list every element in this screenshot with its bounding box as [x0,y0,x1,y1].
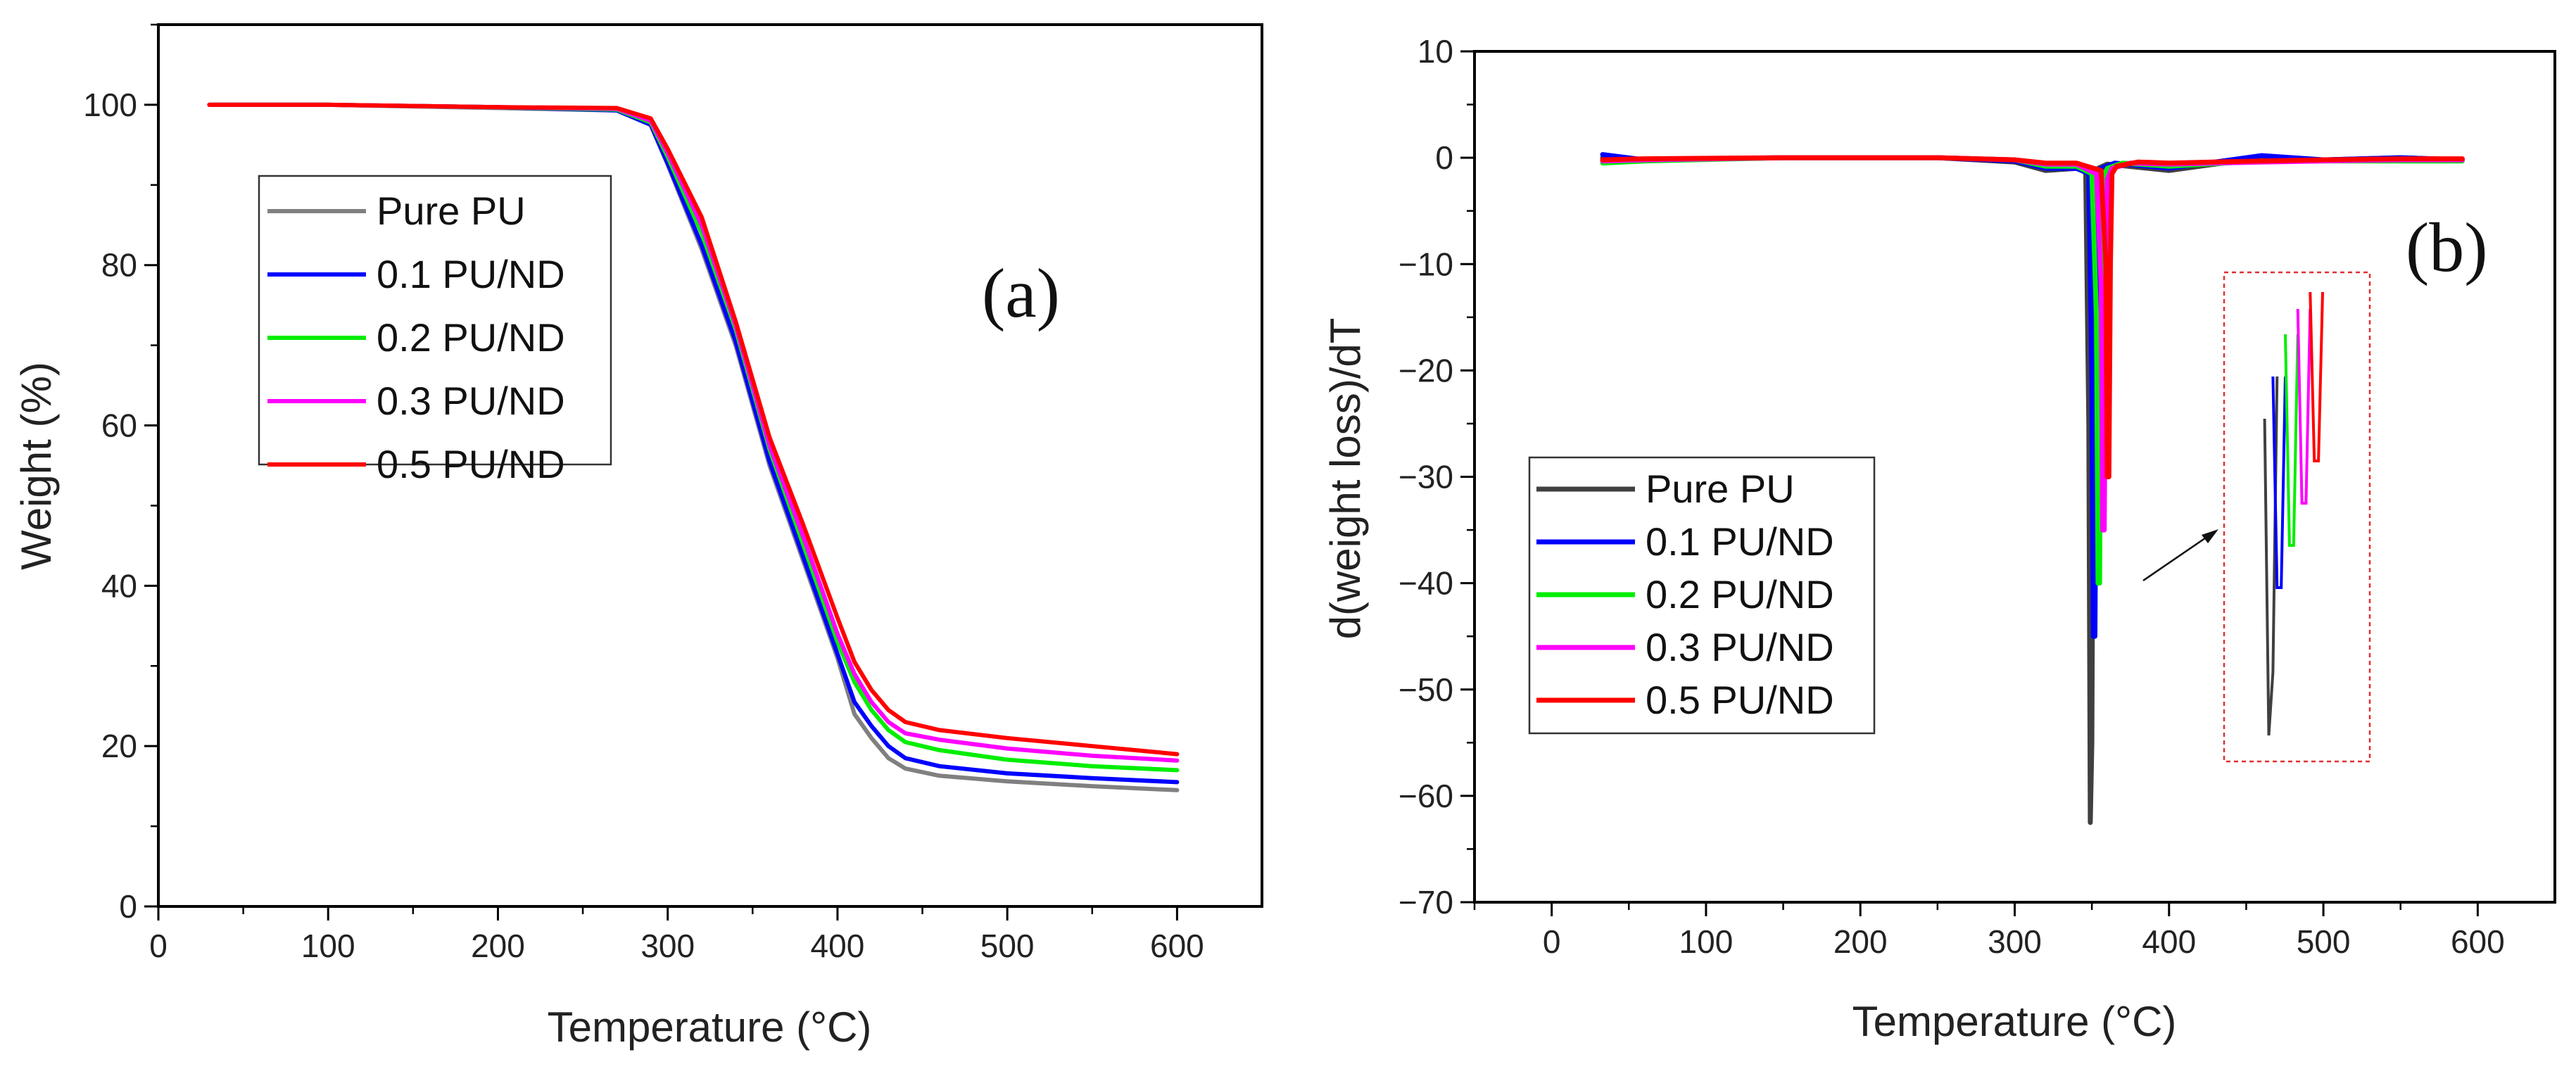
inset-line-4 [2309,291,2324,462]
y-tick-label-b--20: −20 [1399,352,1453,388]
series-line-a-4 [207,102,1180,757]
series-line-b-4 [1600,155,2465,479]
inset-line-2 [2284,334,2299,547]
chart-panel-a: 0 100 200 300 400 500 600 0 20 40 60 80 100 Temperat… [13,23,1263,1051]
y-tick-label-b--70: −70 [1399,884,1453,921]
x-tick-label-b-0: 0 [1543,923,1561,960]
x-axis-label-a: Temperature (°C) [548,1004,872,1051]
x-axis-label-b: Temperature (°C) [1852,998,2177,1045]
y-tick-label-b-10: 10 [1418,33,1453,70]
series-lines-a [207,102,1180,792]
y-tick-label-b--10: −10 [1399,246,1453,282]
legend-label-b-1: 0.1 PU/ND [1646,519,1834,564]
series-lines-b [1600,152,2465,826]
y-tick-label-a-80: 80 [101,247,137,284]
x-tick-label-b-200: 200 [1833,923,1888,960]
legend-entries-b: Pure PU 0.1 PU/ND 0.2 PU/ND 0.3 PU/ND 0.5 PU… [1536,467,1834,722]
legend-label-b-2: 0.2 PU/ND [1646,572,1834,616]
x-tick-label-b-100: 100 [1679,923,1734,960]
legend-label-a-4: 0.5 PU/ND [377,442,565,486]
legend-label-b-0: Pure PU [1646,467,1795,511]
inset-line-3 [2296,308,2312,505]
legend-b: Pure PU 0.1 PU/ND 0.2 PU/ND 0.3 PU/ND 0.5 PU… [1528,456,1876,735]
axes-a: 0 100 200 300 400 500 600 0 20 40 60 80 100 [83,23,1204,964]
x-tick-label-a-300: 300 [640,928,695,964]
legend-label-a-1: 0.1 PU/ND [377,252,565,296]
axes-b: 0 100 200 300 400 500 600−70−60−50−40−30−20−10… [1399,33,2505,960]
x-tick-label-b-500: 500 [2297,923,2351,960]
legend-frame-a [258,175,612,466]
x-tick-label-a-0: 0 [149,928,168,964]
legend-entries-a: Pure PU 0.1 PU/ND 0.2 PU/ND 0.3 PU/ND 0.5 PU… [267,189,565,486]
inset-line-1 [2271,376,2287,589]
legend-a: Pure PU 0.1 PU/ND 0.2 PU/ND 0.3 PU/ND 0.5 PU… [258,175,612,486]
y-tick-label-a-100: 100 [83,87,137,123]
x-tick-label-a-600: 600 [1150,928,1204,964]
x-tick-label-b-600: 600 [2451,923,2505,960]
legend-label-a-2: 0.2 PU/ND [377,315,565,360]
legend-label-b-4: 0.5 PU/ND [1646,678,1834,722]
y-tick-label-b-0: 0 [1435,139,1453,176]
zoom-inset-lines [2263,291,2324,736]
panel-label-a: (a) [982,254,1060,332]
legend-label-a-0: Pure PU [377,189,526,233]
y-axis-label-a: Weight (%) [13,362,60,570]
x-tick-label-b-400: 400 [2142,923,2196,960]
y-tick-label-b--60: −60 [1399,778,1453,814]
y-tick-label-a-20: 20 [101,728,137,764]
x-tick-label-b-300: 300 [1988,923,2042,960]
x-tick-label-a-200: 200 [471,928,525,964]
x-tick-label-a-100: 100 [301,928,355,964]
panel-label-b: (b) [2406,208,2488,286]
zoom-inset-frame [2223,271,2371,763]
y-tick-label-b--30: −30 [1399,459,1453,495]
y-tick-label-a-60: 60 [101,407,137,444]
plot-frame-a [157,23,1263,908]
y-axis-label-b: d(weight loss)/dT [1322,318,1369,640]
legend-label-b-3: 0.3 PU/ND [1646,625,1834,669]
x-tick-label-a-500: 500 [980,928,1035,964]
legend-label-a-3: 0.3 PU/ND [377,379,565,423]
y-tick-label-a-40: 40 [101,567,137,604]
y-tick-label-b--50: −50 [1399,671,1453,708]
zoom-arrow [2142,529,2218,582]
chart-panel-b: 0 100 200 300 400 500 600−70−60−50−40−30−20−10… [1322,33,2556,1045]
x-tick-label-a-400: 400 [811,928,865,964]
y-tick-label-a-0: 0 [119,888,137,925]
y-tick-label-b--40: −40 [1399,565,1453,602]
